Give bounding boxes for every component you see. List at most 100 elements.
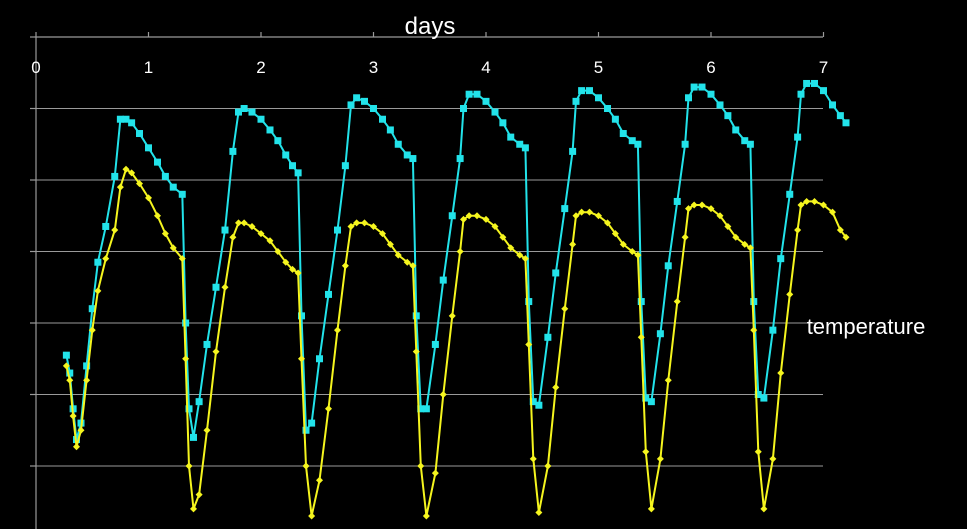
- series-1-point-44: [353, 219, 361, 227]
- series-0-point-28: [240, 105, 248, 112]
- series-0-point-40: [325, 290, 332, 298]
- series-0-point-9: [111, 172, 119, 180]
- series-1-point-76: [578, 208, 586, 216]
- series-1-point-78: [595, 212, 602, 220]
- series-0-point-27: [235, 108, 242, 116]
- series-1-point-91: [685, 205, 692, 213]
- series-0-point-81: [619, 130, 627, 138]
- x-tick-label-5: 5: [594, 58, 603, 77]
- series-1-point-112: [836, 226, 844, 234]
- series-1-point-16: [161, 230, 169, 238]
- series-1-point-84: [637, 333, 645, 341]
- series-0-point-109: [811, 79, 818, 87]
- series-1-point-55: [431, 469, 439, 477]
- series-1-point-39: [316, 476, 323, 484]
- series-0-point-67: [521, 144, 529, 152]
- series-0-point-64: [499, 119, 507, 127]
- series-1-point-1: [66, 376, 74, 384]
- series-0-point-15: [154, 158, 161, 166]
- series-0-point-105: [786, 190, 794, 198]
- series-0-point-91: [685, 94, 692, 102]
- series-1-point-28: [240, 219, 248, 227]
- series-1-point-62: [482, 215, 490, 223]
- series-1-point-30: [257, 230, 265, 238]
- series-1-point-63: [491, 222, 499, 230]
- series-1-point-65: [507, 244, 515, 252]
- series-1: [62, 165, 850, 520]
- series-0-point-110: [820, 87, 827, 95]
- series-0-point-26: [229, 147, 237, 155]
- series-1-point-40: [325, 405, 332, 413]
- x-tick-label-3: 3: [369, 58, 378, 77]
- x-tick-label-4: 4: [481, 58, 490, 77]
- series-0-point-55: [431, 340, 439, 348]
- series-1-point-60: [465, 212, 473, 220]
- series-0-point-101: [754, 391, 762, 398]
- series-1-point-20: [185, 462, 193, 470]
- series-0-point-74: [569, 147, 577, 155]
- series-1-point-106: [794, 226, 802, 234]
- series-1-point-97: [732, 233, 740, 241]
- series-0-point-84: [637, 298, 645, 306]
- series-0-point-20: [185, 405, 193, 413]
- series-0-point-108: [803, 79, 811, 87]
- x-tick-label-0: 0: [31, 58, 40, 77]
- series-1-point-50: [403, 258, 411, 266]
- series-1-point-83: [634, 251, 642, 259]
- x-tick-label-6: 6: [706, 58, 715, 77]
- series-1-point-68: [525, 340, 533, 348]
- series-1-point-8: [102, 255, 110, 263]
- series-0-point-92: [690, 83, 698, 91]
- series-1-point-102: [760, 505, 768, 513]
- series-1-point-33: [282, 258, 290, 266]
- series-0-point-49: [394, 140, 402, 148]
- series-1-point-17: [169, 244, 177, 252]
- series-0-point-56: [439, 276, 447, 284]
- series-0-point-25: [221, 226, 229, 234]
- series-1-point-37: [302, 462, 310, 470]
- series-1-point-23: [203, 426, 211, 434]
- series-0-point-52: [412, 312, 420, 320]
- series-0-point-80: [611, 115, 619, 123]
- series-0-point-112: [836, 112, 844, 120]
- series-0-point-100: [750, 298, 758, 306]
- series-0-point-17: [169, 183, 177, 191]
- series-0-point-44: [353, 94, 361, 102]
- series-1-point-14: [145, 194, 152, 202]
- series-1-point-92: [690, 201, 698, 209]
- series-1-point-90: [681, 233, 689, 241]
- series-1-point-98: [741, 240, 749, 248]
- series-1-point-3: [73, 443, 80, 451]
- series-1-point-88: [664, 376, 672, 384]
- series-1-point-111: [829, 208, 836, 216]
- series-1-point-82: [628, 248, 636, 255]
- series-1-point-54: [422, 512, 430, 520]
- series-0-point-41: [334, 226, 341, 234]
- series-0-point-34: [289, 162, 296, 170]
- series-1-point-74: [569, 240, 577, 248]
- series-0-point-8: [102, 222, 110, 230]
- series-0-point-103: [769, 326, 777, 334]
- series-0-point-45: [361, 97, 368, 105]
- series-1-point-42: [341, 262, 349, 270]
- series-1-point-71: [544, 462, 552, 470]
- series-0-point-86: [647, 398, 655, 406]
- series-1-point-89: [673, 298, 681, 306]
- series-0-point-48: [386, 126, 394, 134]
- series-0-point-24: [212, 283, 220, 291]
- series-0-point-11: [122, 115, 130, 123]
- series-0-point-62: [482, 97, 490, 105]
- series-1-point-22: [195, 491, 203, 499]
- series-1-point-4: [77, 426, 85, 434]
- series-1-point-21: [190, 505, 197, 513]
- series-1-point-64: [499, 233, 507, 241]
- series-1-point-6: [88, 326, 96, 334]
- series-0-point-16: [161, 172, 169, 180]
- series-0-point-102: [760, 394, 768, 402]
- series-0-point-61: [473, 90, 481, 98]
- series-0-point-83: [634, 140, 642, 148]
- x-tick-label-7: 7: [819, 58, 828, 77]
- series-1-point-49: [394, 251, 402, 259]
- series-1-point-72: [552, 383, 560, 391]
- series-0-point-88: [664, 262, 672, 270]
